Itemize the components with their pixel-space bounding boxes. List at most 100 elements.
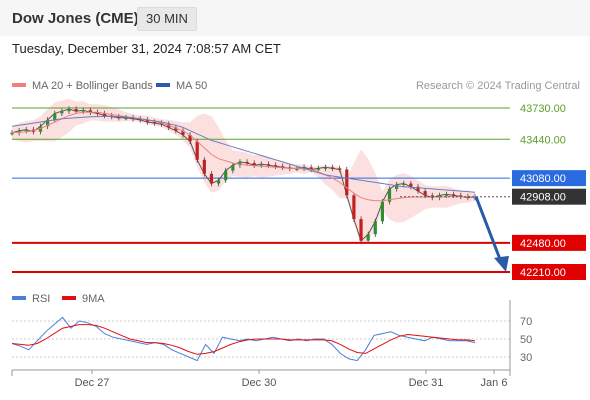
candle-body (309, 167, 313, 170)
candle-body (330, 167, 335, 169)
legend-rsi: RSI (12, 293, 50, 305)
candle-body (195, 141, 199, 160)
candle-body (323, 167, 328, 169)
candle-body (131, 117, 135, 120)
level-label-4: 42210.00 (520, 267, 566, 279)
chart-header (0, 0, 590, 36)
candle-body (67, 109, 71, 112)
legend-rsi-label: RSI (32, 293, 51, 305)
level-label-bg-2 (512, 170, 586, 187)
timeframe-button[interactable]: 30 MIN (137, 7, 197, 31)
candle-body (231, 165, 235, 171)
legend-ma50: MA 50 (156, 80, 207, 92)
candle-body (188, 134, 192, 142)
candle-body (209, 173, 214, 184)
candle-body (202, 159, 206, 174)
candle-body (366, 234, 370, 241)
candle-body (181, 130, 185, 135)
candle-body (88, 110, 92, 113)
bollinger-band (12, 98, 475, 246)
candle-body (452, 194, 456, 196)
candle-body (459, 195, 463, 197)
candle-body (145, 119, 149, 123)
forecast-arrow-shaft (474, 196, 503, 263)
legend-ma20-label: MA 20 + Bollinger Bands (32, 80, 153, 92)
candle-body (38, 126, 43, 132)
legend-9ma-label: 9MA (82, 293, 105, 305)
current-price-label-bg (512, 188, 586, 205)
ma50-line (11, 115, 476, 193)
ma9-swatch (62, 296, 76, 301)
candle-body (423, 191, 427, 196)
candle-body (416, 186, 420, 192)
legend-ma20: MA 20 + Bollinger Bands (12, 80, 153, 92)
candle-body (124, 117, 128, 120)
credit-text: Research © 2024 Trading Central (415, 80, 580, 92)
ma20-swatch (12, 83, 26, 88)
forecast-arrow-head (494, 255, 509, 272)
ma20-line (11, 111, 475, 202)
candle-body (81, 110, 85, 112)
candle-body (380, 201, 384, 222)
candle-body (345, 169, 349, 196)
x-tick-label-0: Dec 27 (75, 377, 110, 389)
level-label-3: 42480.00 (520, 238, 566, 250)
candle-body (117, 116, 121, 119)
ma50-swatch (156, 83, 170, 88)
x-tick-label-2: Dec 31 (409, 377, 444, 389)
candle-body (10, 132, 14, 135)
candle-body (174, 127, 178, 131)
candle-body (273, 165, 278, 167)
rsi-9ma-line (11, 324, 476, 355)
candle-body (159, 123, 164, 125)
rsi-level-label-70: 70 (520, 316, 532, 328)
candle-body (245, 161, 249, 164)
candle-body (224, 170, 228, 181)
candle-body (295, 168, 299, 170)
x-tick-label-3: Jan 6 (481, 377, 508, 389)
candle-body (152, 122, 157, 124)
candle-body (95, 112, 100, 114)
candle-body (266, 164, 271, 166)
candle-body (387, 188, 392, 202)
candle-body (444, 194, 449, 196)
current-price-label: 42908.00 (520, 192, 566, 204)
candle-body (103, 113, 107, 116)
x-tick-label-1: Dec 30 (242, 377, 277, 389)
candle-body (24, 129, 28, 132)
timestamp: Tuesday, December 31, 2024 7:08:57 AM CE… (12, 41, 281, 56)
rsi-swatch (12, 296, 26, 301)
candle-body (138, 118, 142, 121)
candle-body (466, 196, 470, 198)
rsi-line (11, 316, 476, 362)
level-label-bg-4 (512, 264, 586, 280)
candle-body (316, 168, 320, 170)
candle-body (17, 130, 21, 133)
candle-body (216, 180, 221, 184)
candle-body (259, 164, 263, 166)
candle-body (53, 113, 57, 120)
level-label-bg-3 (512, 234, 586, 251)
candle-body (252, 163, 256, 166)
instrument-title: Dow Jones (CME) (12, 10, 139, 27)
candle-body (281, 166, 285, 168)
candle-body (359, 219, 363, 241)
candle-body (409, 183, 413, 187)
rsi-level-label-30: 30 (520, 352, 532, 364)
legend-ma50-label: MA 50 (176, 80, 208, 92)
candle-body (60, 111, 64, 114)
level-label-0: 43730.00 (520, 103, 566, 115)
candle-body (395, 184, 399, 189)
level-label-1: 43440.00 (520, 134, 566, 146)
candle-body (46, 119, 50, 127)
level-label-2: 43080.00 (520, 173, 566, 185)
candle-body (373, 221, 377, 235)
rsi-level-label-50: 50 (520, 334, 532, 346)
legend-9ma: 9MA (62, 293, 105, 305)
candle-body (338, 168, 342, 170)
candle-body (74, 109, 78, 112)
candle-body (352, 195, 356, 220)
candle-body (238, 161, 242, 166)
candle-body (402, 183, 406, 186)
